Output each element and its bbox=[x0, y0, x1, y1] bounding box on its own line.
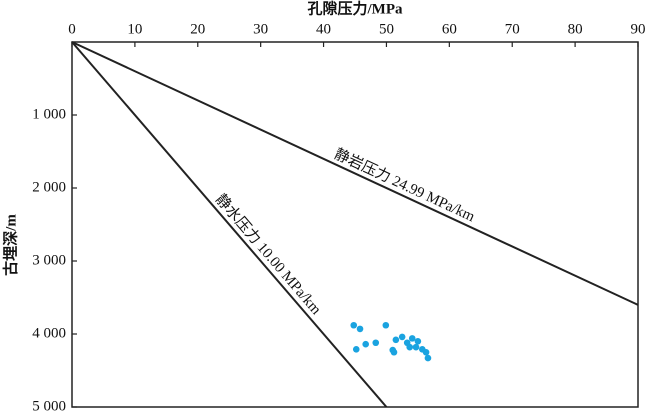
data-point bbox=[398, 333, 406, 341]
data-point bbox=[356, 325, 364, 333]
y-tick-label: 1 000 bbox=[32, 106, 66, 122]
y-tick-label: 5 000 bbox=[32, 398, 66, 414]
line-label: 静水压力 10.00 MPa/km bbox=[212, 191, 325, 318]
data-point bbox=[390, 348, 398, 356]
x-tick-label: 60 bbox=[442, 21, 457, 37]
x-tick-label: 50 bbox=[379, 21, 394, 37]
y-tick-label: 3 000 bbox=[32, 252, 66, 268]
data-point bbox=[424, 354, 432, 362]
x-tick-label: 30 bbox=[253, 21, 268, 37]
x-axis-title: 孔隙压力/MPa bbox=[308, 0, 403, 17]
reference-line bbox=[71, 41, 639, 306]
y-tick-label: 4 000 bbox=[32, 325, 66, 341]
data-point bbox=[406, 343, 414, 351]
plot-frame bbox=[71, 41, 639, 408]
reference-line bbox=[71, 41, 388, 408]
x-tick-label: 40 bbox=[316, 21, 331, 37]
data-point bbox=[362, 340, 369, 348]
data-point bbox=[382, 321, 390, 329]
x-tick-label: 80 bbox=[568, 21, 583, 37]
data-point bbox=[352, 346, 360, 353]
x-tick-label: 10 bbox=[127, 21, 142, 37]
x-tick-label: 90 bbox=[631, 21, 646, 37]
data-point bbox=[392, 336, 400, 344]
x-tick-label: 70 bbox=[505, 21, 520, 37]
data-point bbox=[372, 339, 380, 347]
y-tick-label: 2 000 bbox=[32, 179, 66, 195]
x-tick-label: 0 bbox=[68, 21, 76, 37]
data-point bbox=[350, 321, 358, 329]
data-point bbox=[414, 338, 422, 345]
data-point bbox=[412, 343, 420, 351]
data-point bbox=[422, 348, 430, 356]
y-axis-title: 古埋深/m bbox=[1, 214, 19, 276]
line-label: 静岩压力 24.99 MPa/km bbox=[332, 145, 478, 225]
data-point bbox=[408, 335, 416, 342]
x-tick-label: 20 bbox=[190, 21, 205, 37]
